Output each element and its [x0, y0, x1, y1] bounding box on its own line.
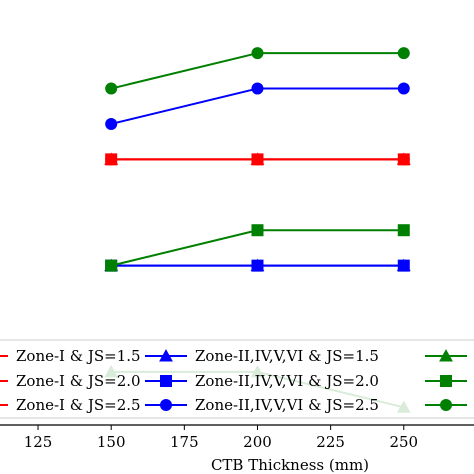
series-7 — [105, 224, 410, 272]
legend-item: Z — [425, 399, 467, 411]
legend-marker — [440, 375, 452, 387]
legend-label: Zone-II,IV,V,VI & JS=2.5 — [195, 396, 379, 414]
x-axis-ticks: 125 150 175 200 225 250 — [24, 425, 418, 451]
data-point — [105, 82, 118, 95]
x-tick-label: 125 — [24, 433, 53, 451]
legend-label: Zone-I & JS=1.5 — [16, 347, 141, 365]
data-point — [251, 82, 264, 95]
legend-item: Zone-I & JS=2.0 — [0, 372, 141, 390]
data-point — [251, 47, 264, 60]
x-tick-label: 175 — [170, 433, 199, 451]
legend-item: Zone-II,IV,V,VI & JS=2.0 — [145, 372, 379, 390]
legend-label: Zone-II,IV,V,VI & JS=2.0 — [195, 372, 379, 390]
data-point — [397, 153, 410, 166]
data-point — [397, 259, 410, 272]
series-layer — [104, 47, 411, 413]
x-tick-label: 150 — [97, 433, 126, 451]
legend-frame — [0, 339, 474, 419]
legend-marker — [439, 349, 453, 362]
x-axis-label: CTB Thickness (mm) — [211, 456, 369, 474]
series-8 — [105, 47, 410, 95]
series-4 — [105, 259, 410, 272]
legend-item: Zone-II,IV,V,VI & JS=1.5 — [145, 347, 379, 365]
series-2 — [105, 153, 410, 166]
legend-item: Zone-I & JS=1.5 — [0, 347, 141, 365]
legend-item: Z — [425, 375, 467, 387]
x-tick-label: 225 — [316, 433, 345, 451]
legend-item: Z — [425, 349, 467, 362]
series-5 — [105, 82, 410, 130]
legend-marker — [160, 375, 172, 387]
data-point — [251, 224, 264, 237]
x-tick-label: 200 — [243, 433, 272, 451]
data-point — [105, 259, 118, 272]
legend-marker — [159, 349, 173, 362]
x-tick-label: 250 — [389, 433, 418, 451]
data-point — [251, 153, 264, 166]
data-point — [105, 153, 118, 166]
data-point — [397, 82, 410, 95]
data-point — [397, 224, 410, 237]
legend-item: Zone-I & JS=2.5 — [0, 396, 141, 414]
legend-label: Zone-II,IV,V,VI & JS=1.5 — [195, 347, 379, 365]
legend: Zone-I & JS=1.5 Zone-I & JS=2.0 Zone-I & J… — [0, 339, 474, 419]
legend-label: Zone-I & JS=2.0 — [16, 372, 141, 390]
legend-marker — [440, 399, 452, 411]
data-point — [251, 259, 264, 272]
data-point — [397, 47, 410, 60]
legend-marker — [160, 399, 172, 411]
data-point — [105, 117, 118, 130]
legend-item: Zone-II,IV,V,VI & JS=2.5 — [145, 396, 379, 414]
legend-label: Zone-I & JS=2.5 — [16, 396, 141, 414]
